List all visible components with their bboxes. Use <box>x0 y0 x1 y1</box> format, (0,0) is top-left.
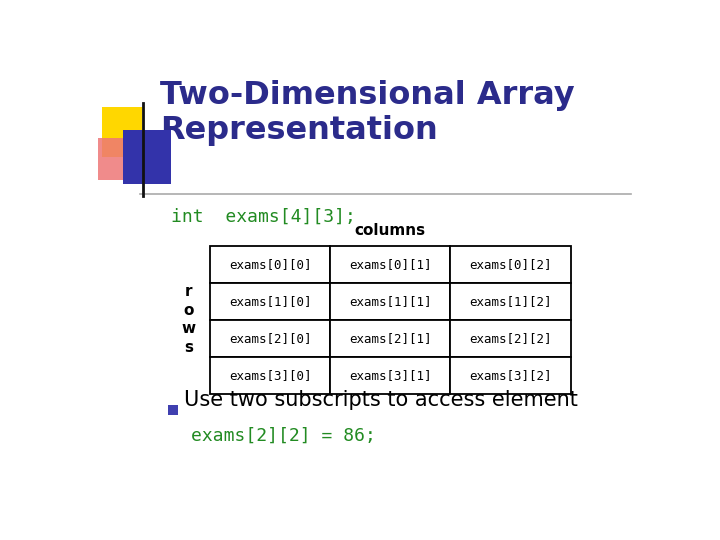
Text: exams[3][2]: exams[3][2] <box>469 369 552 382</box>
Bar <box>210 356 330 394</box>
Bar <box>330 320 451 356</box>
Bar <box>451 246 570 283</box>
Bar <box>451 356 570 394</box>
Bar <box>330 246 451 283</box>
Text: exams[1][2]: exams[1][2] <box>469 295 552 308</box>
Text: Two-Dimensional Array
Representation: Two-Dimensional Array Representation <box>160 80 575 146</box>
Text: exams[1][1]: exams[1][1] <box>349 295 431 308</box>
Text: exams[1][0]: exams[1][0] <box>229 295 312 308</box>
Bar <box>210 320 330 356</box>
Text: int  exams[4][3];: int exams[4][3]; <box>171 207 356 225</box>
Bar <box>451 283 570 320</box>
Text: exams[2][2] = 86;: exams[2][2] = 86; <box>191 427 376 445</box>
Text: exams[0][2]: exams[0][2] <box>469 258 552 271</box>
Bar <box>330 283 451 320</box>
Bar <box>168 405 178 415</box>
Text: Use two subscripts to access element: Use two subscripts to access element <box>184 390 577 410</box>
Bar <box>122 130 171 184</box>
Text: exams[2][1]: exams[2][1] <box>349 332 431 345</box>
Text: exams[0][0]: exams[0][0] <box>229 258 312 271</box>
Bar <box>330 356 451 394</box>
Text: exams[3][0]: exams[3][0] <box>229 369 312 382</box>
Bar <box>102 107 142 157</box>
Bar <box>98 138 137 180</box>
Text: r
o
w
s: r o w s <box>181 284 196 355</box>
Text: exams[2][0]: exams[2][0] <box>229 332 312 345</box>
Text: exams[0][1]: exams[0][1] <box>349 258 431 271</box>
Bar <box>451 320 570 356</box>
Text: columns: columns <box>355 223 426 238</box>
Text: exams[2][2]: exams[2][2] <box>469 332 552 345</box>
Text: exams[3][1]: exams[3][1] <box>349 369 431 382</box>
Bar <box>210 283 330 320</box>
Bar <box>210 246 330 283</box>
